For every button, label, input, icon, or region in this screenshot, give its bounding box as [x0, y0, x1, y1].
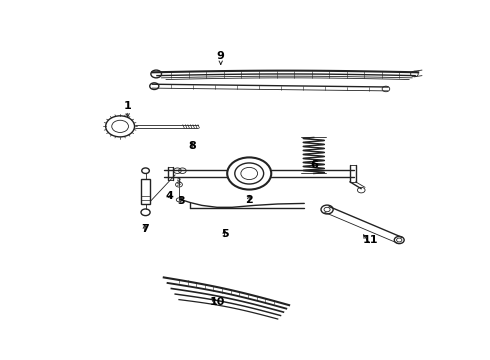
- Text: 6: 6: [310, 160, 318, 170]
- Text: 2: 2: [245, 195, 253, 205]
- Bar: [141, 179, 150, 204]
- Text: 4: 4: [166, 191, 173, 201]
- Text: 10: 10: [209, 297, 224, 307]
- Text: 5: 5: [220, 229, 228, 239]
- Text: 9: 9: [217, 51, 225, 61]
- Text: 1: 1: [124, 100, 132, 111]
- Text: 11: 11: [363, 235, 378, 245]
- Text: 7: 7: [141, 224, 148, 234]
- Text: 8: 8: [188, 141, 196, 151]
- Text: 3: 3: [177, 196, 185, 206]
